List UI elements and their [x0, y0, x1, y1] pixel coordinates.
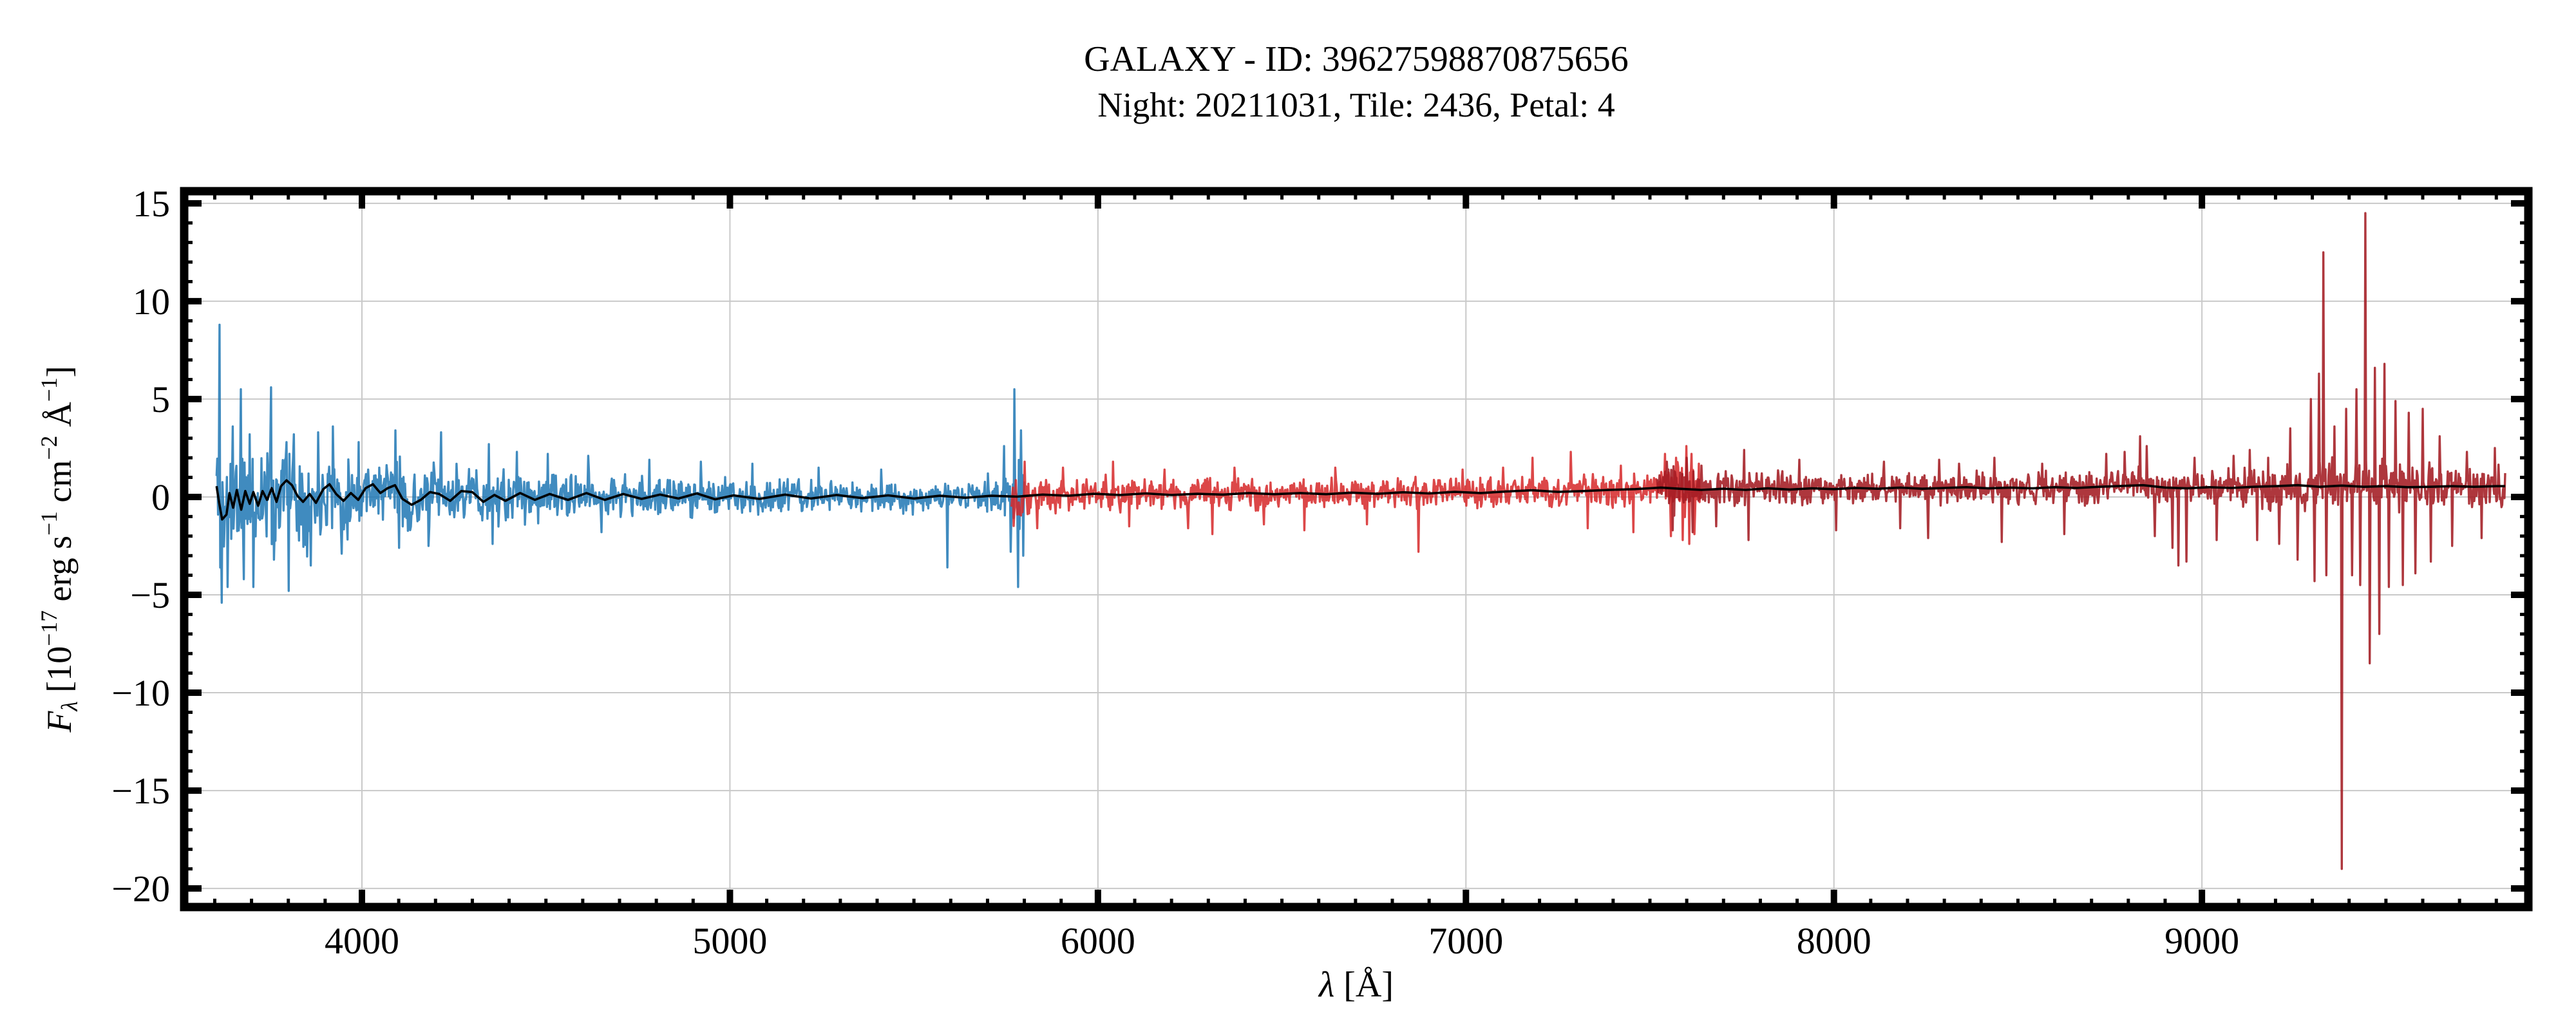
x-axis-label: λ [Å] [184, 964, 2528, 1006]
ylabel-angstrom: Å [40, 402, 79, 436]
lambda-symbol: λ [1318, 965, 1335, 1005]
y-tick-label: 10 [133, 281, 170, 323]
y-axis-label: Fλ [10−17 erg s−1 cm−2 Å−1] [35, 366, 83, 732]
x-tick-label: 7000 [1428, 920, 1503, 962]
flux-subscript: λ [57, 701, 83, 711]
x-tick-label: 9000 [2164, 920, 2239, 962]
ylabel-open: [10 [40, 646, 79, 702]
ylabel-close: ] [40, 366, 79, 378]
ylabel-exp-ang: −1 [35, 377, 62, 402]
y-tick-label: −10 [111, 672, 170, 714]
spectrum-trace-z [1656, 212, 2506, 870]
y-tick-label: 5 [151, 379, 170, 420]
ylabel-erg: erg s [40, 536, 79, 611]
y-tick-label: 15 [133, 183, 170, 225]
ylabel-exp-flux: −17 [35, 610, 62, 646]
spectrum-trace-r [1010, 445, 1703, 553]
x-tick-label: 5000 [692, 920, 767, 962]
y-tick-label: −5 [130, 574, 170, 616]
plot-title: GALAXY - ID: 39627598870875656 [1084, 39, 1629, 79]
ylabel-exp-cm: −2 [35, 435, 62, 460]
y-tick-label: −20 [111, 868, 170, 910]
flux-symbol: F [40, 711, 79, 733]
x-tick-label: 4000 [325, 920, 399, 962]
plot-subtitle: Night: 20211031, Tile: 2436, Petal: 4 [1097, 86, 1615, 124]
ylabel-cm: cm [40, 460, 79, 512]
spectrum-trace-b [215, 323, 1025, 604]
x-tick-label: 6000 [1061, 920, 1135, 962]
y-tick-label: 0 [151, 476, 170, 518]
smoothed-spectrum-line [215, 479, 2505, 521]
x-axis-unit: [Å] [1334, 965, 1394, 1005]
y-tick-label: −15 [111, 770, 170, 812]
axes-frame [180, 187, 2533, 912]
x-tick-label: 8000 [1797, 920, 1871, 962]
ylabel-exp-s: −1 [35, 511, 62, 536]
